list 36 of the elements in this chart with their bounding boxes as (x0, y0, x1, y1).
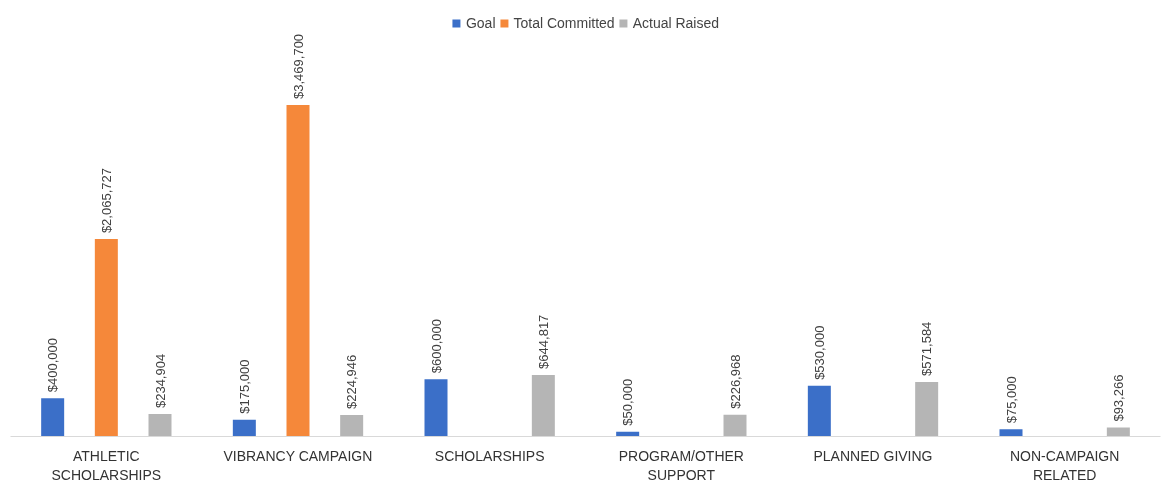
data-label: $234,904 (152, 353, 168, 409)
data-label: $2,065,727 (98, 168, 114, 234)
legend-label: Goal (465, 15, 496, 31)
data-label: $226,968 (727, 354, 743, 409)
bar (1106, 427, 1130, 437)
bar (424, 379, 448, 437)
data-label: $3,469,700 (290, 33, 306, 99)
data-label: $400,000 (45, 338, 61, 393)
data-label: $530,000 (811, 325, 827, 380)
bar (148, 414, 172, 437)
data-label: $93,266 (1110, 374, 1126, 422)
x-tick-label: VIBRANCY CAMPAIGN (223, 447, 373, 464)
bar (94, 239, 118, 437)
data-label: $571,584 (919, 321, 935, 376)
bar (915, 381, 939, 437)
bar (232, 419, 256, 437)
legend-label: Total Committed (513, 15, 615, 31)
x-tick-label: NON-CAMPAIGN RELATED (1009, 447, 1120, 483)
data-label: $75,000 (1003, 376, 1019, 424)
data-label: $175,000 (236, 359, 252, 414)
bar (807, 385, 831, 437)
bar (531, 374, 555, 437)
bar (723, 414, 747, 437)
data-label: $224,946 (344, 354, 360, 410)
legend-label: Actual Raised (632, 15, 720, 31)
data-label: $50,000 (620, 378, 636, 426)
bar (340, 415, 364, 437)
bar (41, 398, 65, 437)
bar (286, 104, 310, 437)
data-label: $600,000 (428, 318, 444, 374)
x-tick-label: PROGRAM/OTHER SUPPORT (618, 447, 744, 483)
bar (999, 429, 1023, 437)
x-tick-label: SCHOLARSHIPS (434, 447, 545, 464)
data-label: $644,817 (535, 314, 551, 369)
x-tick-label: PLANNED GIVING (813, 447, 933, 464)
x-tick-label: ATHLETIC SCHOLARSHIPS (51, 447, 162, 483)
